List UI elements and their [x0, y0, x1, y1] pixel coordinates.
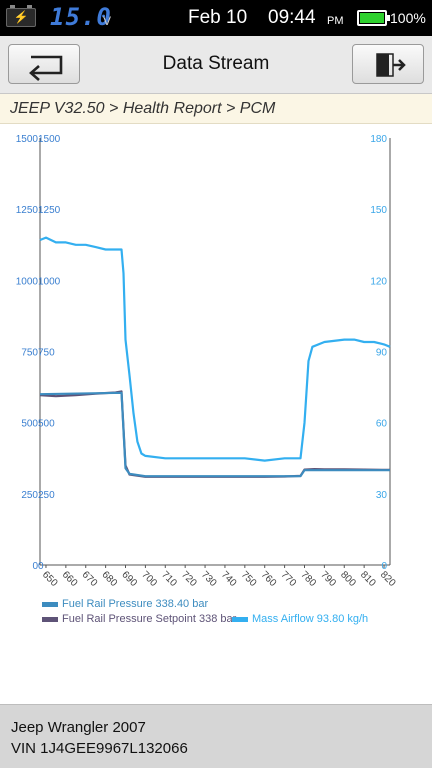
left-tick-label: 1000 [38, 276, 61, 287]
x-tick-label: 660 [60, 569, 80, 589]
x-tick-label: 740 [219, 569, 239, 589]
x-tick-label: 690 [119, 569, 139, 589]
left-tick-label: 0 [32, 561, 38, 572]
status-date: Feb 10 [188, 7, 248, 28]
vehicle-info-footer: Jeep Wrangler 2007 VIN 1J4GEE9967L132066 [0, 704, 432, 768]
series-line-fuel-rail-pressure-setpoint [39, 390, 391, 478]
breadcrumb-text: JEEP V32.50 > Health Report > PCM [10, 100, 276, 117]
toolbar: Data Stream [0, 36, 432, 94]
x-tick-label: 780 [298, 569, 318, 589]
legend-swatch [42, 602, 58, 607]
status-ampm: PM [327, 15, 344, 27]
left-tick-label: 500 [21, 419, 38, 430]
legend-swatch [42, 617, 58, 622]
exit-button[interactable] [352, 44, 424, 84]
left-tick-label: 750 [38, 348, 55, 359]
x-tick-label: 810 [358, 569, 378, 589]
left-tick-label: 1500 [16, 134, 39, 145]
phone-battery-icon [357, 10, 390, 26]
legend-swatch [232, 617, 248, 622]
back-button[interactable] [8, 44, 80, 84]
left-tick-label: 250 [21, 490, 38, 501]
x-tick-label: 760 [259, 569, 279, 589]
status-bar: ⚡ 15.0 V Feb 10 09:44 PM 100% [0, 0, 432, 36]
x-tick-label: 730 [199, 569, 219, 589]
right-tick-label: 120 [370, 276, 387, 287]
vehicle-battery-icon: ⚡ [6, 5, 36, 27]
breadcrumb: JEEP V32.50 > Health Report > PCM [0, 94, 432, 124]
exit-door-icon [376, 53, 406, 77]
right-tick-label: 180 [370, 134, 387, 145]
x-tick-label: 710 [159, 569, 179, 589]
right-tick-label: 30 [376, 490, 388, 501]
x-tick-label: 750 [239, 569, 259, 589]
right-tick-label: 150 [370, 205, 387, 216]
left-tick-label: 1250 [38, 205, 61, 216]
left-tick-label: 500 [38, 419, 55, 430]
left-tick-label: 1500 [38, 134, 61, 145]
right-tick-label: 60 [376, 419, 388, 430]
voltage-unit: V [103, 14, 112, 28]
series-line-fuel-rail-pressure [39, 391, 390, 478]
battery-percent: 100% [390, 10, 426, 26]
left-tick-label: 0 [38, 561, 44, 572]
x-tick-label: 680 [100, 569, 120, 589]
right-tick-label: 90 [376, 348, 388, 359]
voltage-readout: 15.0 [50, 3, 112, 31]
page-title: Data Stream [162, 53, 270, 74]
left-tick-label: 1000 [16, 276, 39, 287]
status-time: 09:44 [268, 7, 316, 28]
x-tick-label: 720 [179, 569, 199, 589]
x-tick-label: 790 [318, 569, 338, 589]
x-tick-label: 700 [139, 569, 159, 589]
left-tick-label: 1250 [16, 205, 39, 216]
vehicle-name: Jeep Wrangler 2007 [11, 719, 146, 736]
legend-label: Fuel Rail Pressure 338.40 bar [62, 598, 209, 610]
left-tick-label: 750 [21, 348, 38, 359]
return-arrow-icon [29, 55, 63, 81]
x-tick-label: 820 [378, 569, 398, 589]
legend-label: Mass Airflow 93.80 kg/h [252, 613, 369, 625]
vehicle-vin: VIN 1J4GEE9967L132066 [11, 740, 188, 757]
left-tick-label: 250 [38, 490, 55, 501]
x-tick-label: 670 [80, 569, 100, 589]
x-tick-label: 770 [278, 569, 298, 589]
series-line-mass-airflow [39, 236, 391, 462]
x-tick-label: 650 [40, 569, 60, 589]
x-tick-label: 800 [338, 569, 358, 589]
chart-area: 0 0 250 250 500 500 750 750 1000 1000 1250 1250 1500… [0, 124, 432, 704]
legend-label: Fuel Rail Pressure Setpoint 338 bar [62, 613, 237, 625]
